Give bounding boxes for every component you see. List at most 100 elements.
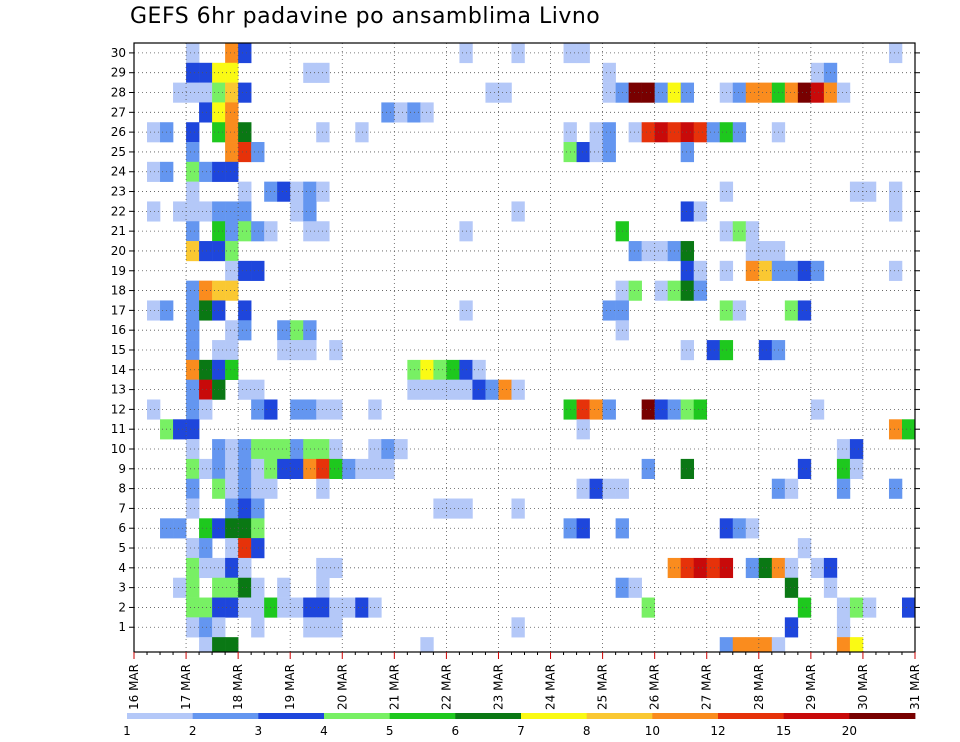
heatmap-cell (680, 201, 695, 222)
legend-swatch (192, 713, 259, 719)
heatmap-cell (225, 498, 239, 519)
legend-label: 5 (386, 724, 394, 738)
heatmap-cell (186, 359, 200, 380)
heatmap-cell (186, 340, 200, 361)
heatmap-cell (186, 439, 200, 460)
heatmap-cell (355, 458, 369, 479)
heatmap-cell (290, 458, 304, 479)
y-tick-label: 1 (118, 620, 126, 634)
heatmap-cell (342, 458, 356, 479)
y-tick-label: 10 (111, 442, 126, 456)
heatmap-cell (680, 340, 695, 361)
heatmap-cell (433, 379, 447, 400)
heatmap-cell (225, 142, 239, 163)
heatmap-cell (680, 82, 695, 103)
heatmap-cell (290, 201, 304, 222)
heatmap-cell (173, 82, 187, 103)
y-tick-label: 6 (118, 521, 126, 535)
heatmap-cell (290, 597, 304, 618)
heatmap-cell (199, 458, 213, 479)
heatmap-cell (641, 399, 655, 420)
heatmap-cell (186, 181, 200, 202)
legend-label: 15 (776, 724, 791, 738)
heatmap-cell (173, 518, 187, 539)
legend-label: 8 (583, 724, 591, 738)
heatmap-cell (810, 557, 825, 579)
heatmap-cell (303, 439, 317, 460)
heatmap-cell (238, 458, 252, 479)
heatmap-cell (706, 557, 721, 579)
heatmap-cell (329, 557, 343, 579)
heatmap-cell (186, 478, 200, 499)
heatmap-cell (420, 379, 434, 400)
heatmap-cell (186, 617, 200, 638)
y-tick-label: 9 (118, 462, 126, 476)
y-tick-label: 17 (111, 303, 126, 317)
heatmap-cell (251, 617, 265, 638)
heatmap-cell (238, 300, 252, 321)
heatmap-cell (199, 359, 213, 380)
heatmap-cell (147, 201, 161, 222)
legend-swatch (258, 713, 325, 719)
heatmap-cell (199, 379, 213, 400)
heatmap-cell (329, 458, 343, 479)
heatmap-cell (355, 122, 369, 143)
heatmap-cell (147, 122, 161, 143)
x-tick-label: 25 MAR (596, 664, 610, 710)
legend-label: 1 (123, 724, 131, 738)
heatmap-cell (238, 518, 252, 539)
heatmap-cell (238, 82, 252, 103)
heatmap-cell (329, 597, 343, 618)
heatmap-cell (238, 538, 252, 559)
heatmap-cell (329, 617, 343, 638)
y-tick-label: 2 (118, 600, 126, 614)
heatmap-cell (849, 597, 864, 618)
heatmap-cell (836, 597, 851, 618)
heatmap-cell (758, 557, 773, 579)
heatmap-cell (329, 439, 343, 460)
heatmap-cell (186, 458, 200, 479)
heatmap-cell (303, 221, 317, 242)
heatmap-cell (290, 181, 304, 202)
heatmap-cell (589, 399, 603, 420)
heatmap-cell (732, 518, 747, 539)
y-tick-label: 29 (111, 66, 126, 80)
heatmap-cell (251, 498, 265, 519)
heatmap-cell (225, 320, 239, 341)
heatmap-cell (849, 458, 864, 479)
heatmap-cell (420, 102, 434, 123)
heatmap-cell (602, 478, 616, 499)
heatmap-cell (693, 280, 708, 301)
heatmap-cell (225, 241, 239, 262)
x-tick-label: 31 MAR (908, 664, 922, 710)
heatmap-cell (758, 260, 773, 281)
heatmap-cell (836, 478, 851, 499)
heatmap-cell (394, 439, 408, 460)
heatmap-cells (147, 43, 916, 653)
heatmap-cell (732, 637, 747, 653)
heatmap-cell (745, 241, 760, 262)
heatmap-cell (186, 142, 200, 163)
heatmap-cell (654, 122, 668, 143)
heatmap-cell (576, 142, 590, 163)
heatmap-cell (186, 597, 200, 618)
y-tick-label: 28 (111, 86, 126, 100)
heatmap-cell (173, 577, 187, 598)
heatmap-cell (251, 478, 265, 499)
heatmap-cell (290, 439, 304, 460)
heatmap-cell (277, 340, 291, 361)
legend-swatch (521, 713, 588, 719)
legend-label: 4 (320, 724, 328, 738)
heatmap-cell (680, 280, 695, 301)
heatmap-cell (849, 181, 864, 202)
heatmap-cell (303, 201, 317, 222)
heatmap-cell (836, 617, 851, 638)
heatmap-cell (680, 399, 695, 420)
heatmap-cell (836, 458, 851, 479)
heatmap-cell (225, 280, 239, 301)
heatmap-cell (862, 597, 877, 618)
y-tick-label: 3 (118, 581, 126, 595)
heatmap-cell (706, 122, 721, 143)
heatmap-cell (225, 221, 239, 242)
heatmap-cell (251, 399, 265, 420)
